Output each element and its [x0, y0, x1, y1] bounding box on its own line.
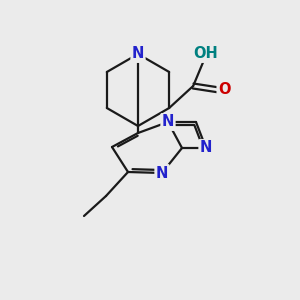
- Text: N: N: [132, 46, 144, 62]
- Text: N: N: [162, 115, 174, 130]
- Text: N: N: [156, 166, 168, 181]
- Text: OH: OH: [193, 46, 218, 62]
- Text: O: O: [218, 82, 230, 98]
- Text: N: N: [200, 140, 212, 155]
